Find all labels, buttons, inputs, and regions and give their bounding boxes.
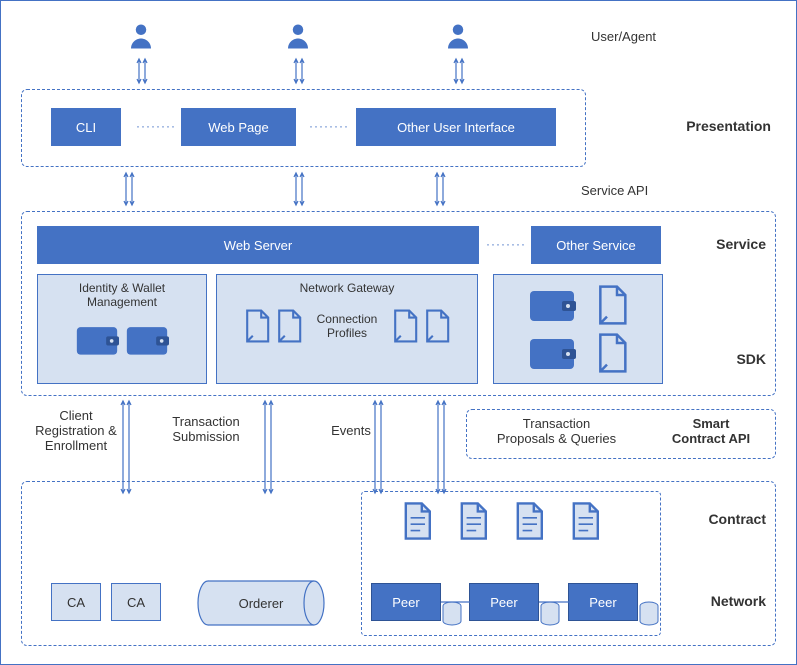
dots: ········ (486, 237, 526, 251)
connection-profiles-label: Connection Profiles (307, 312, 387, 340)
tx-submission-label: Transaction Submission (156, 414, 256, 444)
peer-block: Peer (371, 583, 441, 621)
identity-wallet-label: Identity & Wallet Management (38, 275, 206, 309)
wallet-icon (527, 285, 577, 325)
web-server-block: Web Server (37, 226, 479, 264)
document-icon (423, 309, 451, 343)
svg-text:Orderer: Orderer (239, 596, 284, 611)
ca-label: CA (127, 595, 145, 610)
presentation-label: Presentation (601, 118, 771, 134)
service-label: Service (671, 236, 766, 252)
dots: ········ (309, 119, 349, 133)
connector-line (539, 599, 569, 605)
other-ui-label: Other User Interface (397, 120, 515, 135)
sdk-label: SDK (681, 351, 766, 367)
wallet-icon (75, 321, 119, 359)
other-sdk-block (493, 274, 663, 384)
connector-line (441, 599, 471, 605)
orderer-block: Orderer (196, 579, 326, 627)
user-icon (283, 21, 313, 51)
peer-block: Peer (568, 583, 638, 621)
user-icon (126, 21, 156, 51)
web-server-label: Web Server (224, 238, 292, 253)
tx-proposals-label: Transaction Proposals & Queries (479, 416, 634, 446)
client-reg-label: Client Registration & Enrollment (21, 408, 131, 453)
network-gateway-block: Network Gateway Connection Profiles (216, 274, 478, 384)
wallet-icon (527, 333, 577, 373)
peer-label: Peer (392, 595, 419, 610)
document-icon (401, 501, 433, 541)
bidir-arrow-icon (292, 55, 306, 87)
user-agent-label: User/Agent (591, 29, 711, 44)
bidir-arrow-icon (452, 55, 466, 87)
ca-block: CA (111, 583, 161, 621)
web-page-block: Web Page (181, 108, 296, 146)
architecture-diagram: User/Agent CLI ········ Web Page ·······… (0, 0, 797, 665)
service-api-label: Service API (581, 183, 701, 198)
dots: ········ (136, 119, 176, 133)
network-label: Network (671, 593, 766, 609)
contract-label: Contract (671, 511, 766, 527)
document-icon (595, 285, 629, 325)
bidir-arrow-icon (135, 55, 149, 87)
peer-label: Peer (589, 595, 616, 610)
peer-block: Peer (469, 583, 539, 621)
document-icon (569, 501, 601, 541)
smart-contract-api-label: Smart Contract API (651, 416, 771, 446)
database-icon (638, 601, 660, 627)
user-icon (443, 21, 473, 51)
document-icon (275, 309, 303, 343)
web-page-label: Web Page (208, 120, 268, 135)
identity-wallet-block: Identity & Wallet Management (37, 274, 207, 384)
bidir-arrow-icon (292, 169, 306, 209)
cli-block: CLI (51, 108, 121, 146)
other-service-block: Other Service (531, 226, 661, 264)
wallet-icon (125, 321, 169, 359)
peer-label: Peer (490, 595, 517, 610)
document-icon (243, 309, 271, 343)
ca-label: CA (67, 595, 85, 610)
document-icon (391, 309, 419, 343)
document-icon (457, 501, 489, 541)
network-gateway-label: Network Gateway (217, 275, 477, 295)
document-icon (595, 333, 629, 373)
bidir-arrow-icon (433, 169, 447, 209)
other-ui-block: Other User Interface (356, 108, 556, 146)
bidir-arrow-icon (122, 169, 136, 209)
document-icon (513, 501, 545, 541)
contract-docs-row (401, 501, 601, 541)
ca-block: CA (51, 583, 101, 621)
cli-label: CLI (76, 120, 96, 135)
other-service-label: Other Service (556, 238, 635, 253)
